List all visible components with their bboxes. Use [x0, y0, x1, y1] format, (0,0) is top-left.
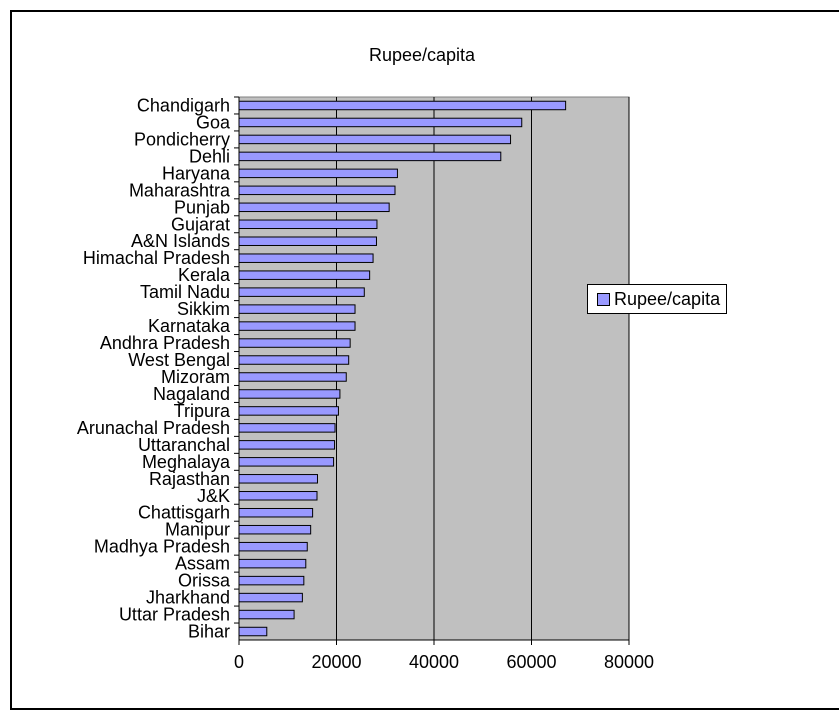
- y-tick-label: Arunachal Pradesh: [77, 418, 230, 438]
- bar: [238, 474, 318, 484]
- bar: [238, 236, 377, 246]
- y-tick-label: Tamil Nadu: [140, 282, 230, 302]
- bar: [238, 355, 350, 365]
- bar: [238, 558, 307, 569]
- bar: [238, 202, 390, 213]
- y-tick-label: Himachal Pradesh: [83, 248, 230, 268]
- bar: [238, 406, 339, 416]
- y-tick-label: Andhra Pradesh: [100, 333, 230, 353]
- y-tick-label: Madhya Pradesh: [94, 537, 230, 557]
- bar: [238, 372, 347, 382]
- y-tick-label: Jharkhand: [146, 588, 230, 608]
- y-tick-label: Gujarat: [171, 214, 230, 234]
- y-tick-label: Meghalaya: [142, 452, 231, 472]
- y-tick-label: Goa: [196, 112, 231, 132]
- y-tick-label: West Bengal: [128, 350, 230, 370]
- y-tick-label: Haryana: [162, 163, 231, 183]
- bar: [238, 423, 336, 433]
- y-tick-label: Uttaranchal: [138, 435, 230, 455]
- bar: [238, 321, 356, 331]
- legend: Rupee/capita: [587, 284, 728, 314]
- y-tick-label: Maharashtra: [129, 180, 231, 200]
- x-tick-label: 0: [234, 652, 244, 672]
- bar: [238, 219, 378, 230]
- y-tick-label: Dehli: [189, 146, 230, 166]
- y-tick-label: Kerala: [178, 265, 231, 285]
- y-tick-label: Uttar Pradesh: [119, 605, 230, 625]
- y-tick-label: A&N Islands: [131, 231, 230, 251]
- y-tick-label: Orissa: [178, 571, 231, 591]
- bar: [238, 134, 512, 145]
- y-tick-label: Rajasthan: [149, 469, 230, 489]
- bar: [238, 440, 336, 450]
- legend-swatch: [597, 292, 610, 306]
- y-tick-label: Sikkim: [177, 299, 230, 319]
- bar: [238, 185, 396, 196]
- legend-label: Rupee/capita: [614, 288, 721, 309]
- bar: [238, 117, 523, 128]
- y-tick-label: J&K: [197, 486, 230, 506]
- bar: [238, 541, 308, 552]
- bar: [238, 457, 335, 467]
- y-tick-label: Mizoram: [161, 367, 230, 387]
- bar: [238, 270, 371, 280]
- y-tick-label: Chattisgarh: [138, 503, 230, 523]
- x-tick-label: 40000: [409, 652, 459, 672]
- y-tick-label: Chandigarh: [137, 95, 230, 115]
- chart-frame: Rupee/capita 0 20000 40000 60000 80000 Chandi…: [10, 10, 839, 710]
- y-tick-label: Tripura: [174, 401, 231, 421]
- bar: [238, 609, 295, 620]
- bar: [238, 168, 398, 179]
- bar: [238, 287, 365, 297]
- x-tick-label: 20000: [311, 652, 361, 672]
- plot-area: 0 20000 40000 60000 80000 ChandigarhGoaPondic…: [77, 95, 654, 672]
- bar: [238, 592, 303, 603]
- y-tick-label: Karnataka: [148, 316, 231, 336]
- y-tick-label: Punjab: [174, 197, 230, 217]
- bar: [238, 626, 268, 637]
- y-tick-label: Assam: [175, 554, 230, 574]
- bar: [238, 304, 356, 314]
- y-tick-label: Manipur: [165, 520, 230, 540]
- bar: [238, 575, 305, 586]
- bar: [238, 507, 314, 518]
- bar: [238, 389, 341, 399]
- bar: [238, 100, 567, 111]
- bar: [238, 524, 312, 535]
- bar: [238, 151, 502, 162]
- y-tick-label: Pondicherry: [134, 129, 230, 149]
- y-tick-label: Bihar: [188, 622, 230, 642]
- bar: [238, 491, 318, 501]
- x-tick-label: 80000: [604, 652, 654, 672]
- bar: [238, 338, 351, 348]
- x-tick-label: 60000: [506, 652, 556, 672]
- y-tick-label: Nagaland: [153, 384, 230, 404]
- bar: [238, 253, 374, 263]
- chart-title: Rupee/capita: [368, 45, 476, 65]
